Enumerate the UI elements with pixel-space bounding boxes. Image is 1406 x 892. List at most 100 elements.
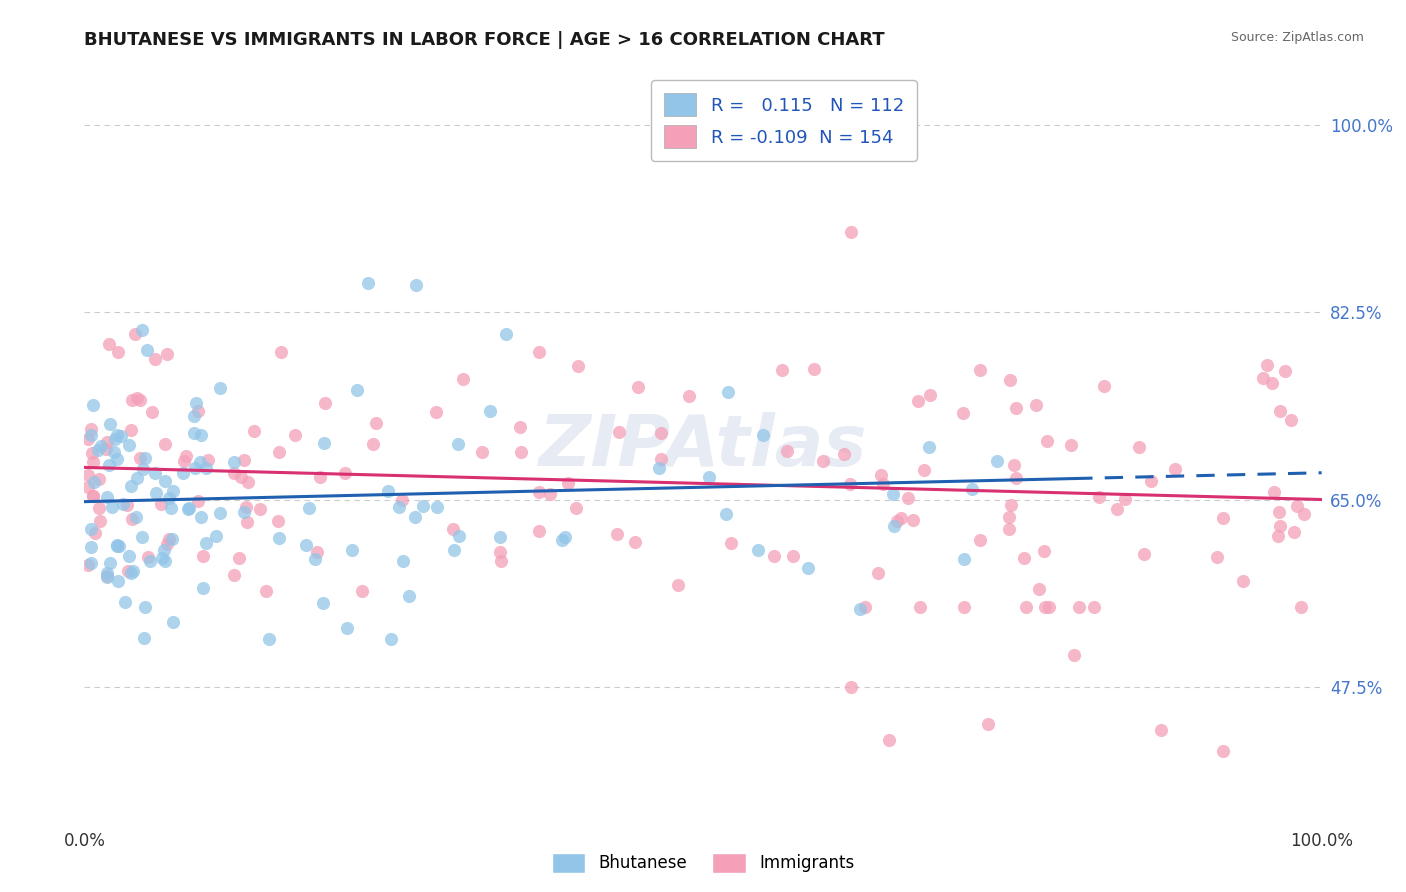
Point (491, 554, 513, 568)
Point (336, 621, 359, 635)
Text: ZIPAtlas: ZIPAtlas (538, 411, 868, 481)
Point (1092, 378, 1115, 392)
Point (886, 515, 908, 529)
Point (236, 475, 259, 489)
Point (720, 536, 742, 550)
Point (1004, 401, 1026, 415)
Point (125, 392, 148, 406)
Point (155, 554, 177, 568)
Point (853, 599, 876, 614)
Point (190, 510, 212, 524)
Point (882, 487, 904, 501)
Point (1292, 507, 1315, 521)
Point (551, 533, 574, 547)
Point (782, 549, 804, 563)
Point (392, 553, 415, 567)
Point (803, 361, 825, 376)
Point (79, 427, 101, 442)
Point (623, 534, 645, 549)
Point (172, 466, 194, 480)
Point (311, 596, 333, 610)
Point (124, 326, 146, 341)
Point (152, 543, 174, 558)
Point (1268, 404, 1291, 418)
Point (160, 533, 183, 547)
Point (897, 491, 920, 506)
Point (488, 531, 510, 545)
Point (1083, 599, 1105, 614)
Point (509, 420, 531, 434)
Point (105, 428, 128, 442)
Point (907, 394, 929, 409)
Point (527, 524, 550, 538)
Point (145, 485, 167, 500)
Point (443, 542, 465, 557)
Point (770, 363, 793, 377)
Point (391, 493, 413, 508)
Point (228, 551, 250, 566)
Point (1268, 505, 1291, 519)
Point (266, 514, 288, 528)
Point (1005, 471, 1028, 485)
Point (191, 581, 214, 595)
Point (128, 451, 150, 466)
Point (162, 615, 184, 629)
Point (529, 344, 551, 359)
Point (565, 501, 588, 516)
Point (79, 522, 101, 536)
Point (1260, 376, 1282, 391)
Point (1002, 458, 1025, 472)
Point (495, 327, 517, 342)
Point (183, 425, 205, 440)
Point (294, 538, 316, 552)
Point (190, 427, 212, 442)
Point (998, 509, 1021, 524)
Point (136, 549, 159, 564)
Point (259, 632, 281, 646)
Point (191, 549, 214, 563)
Point (233, 505, 256, 519)
Point (269, 531, 291, 545)
Point (557, 476, 579, 491)
Point (98, 557, 121, 571)
Point (179, 501, 201, 516)
Point (107, 345, 129, 359)
Point (110, 428, 132, 442)
Point (1069, 599, 1091, 614)
Point (1285, 499, 1308, 513)
Point (1289, 599, 1312, 614)
Point (155, 537, 177, 551)
Text: BHUTANESE VS IMMIGRANTS IN LABOR FORCE | AGE > 16 CORRELATION CHART: BHUTANESE VS IMMIGRANTS IN LABOR FORCE |… (84, 31, 884, 49)
Point (903, 513, 925, 527)
Point (87, 500, 110, 515)
Point (80, 422, 103, 436)
Point (969, 363, 991, 377)
Point (479, 404, 502, 418)
Point (157, 532, 180, 546)
Point (96, 566, 118, 580)
Point (118, 438, 141, 452)
Point (776, 444, 799, 458)
Point (153, 474, 176, 488)
Point (77, 468, 100, 483)
Point (426, 500, 449, 514)
Point (388, 500, 411, 514)
Point (131, 530, 153, 544)
Point (1036, 434, 1059, 448)
Point (333, 467, 356, 481)
Point (187, 494, 209, 508)
Point (98, 417, 121, 432)
Point (125, 510, 148, 524)
Point (1251, 371, 1274, 385)
Point (82, 489, 104, 503)
Point (79, 556, 101, 570)
Point (94, 442, 117, 456)
Point (229, 469, 252, 483)
Point (195, 536, 218, 550)
Point (96, 570, 118, 584)
Point (1105, 501, 1128, 516)
Point (184, 460, 207, 475)
Point (176, 449, 198, 463)
Point (150, 497, 173, 511)
Point (162, 483, 184, 498)
